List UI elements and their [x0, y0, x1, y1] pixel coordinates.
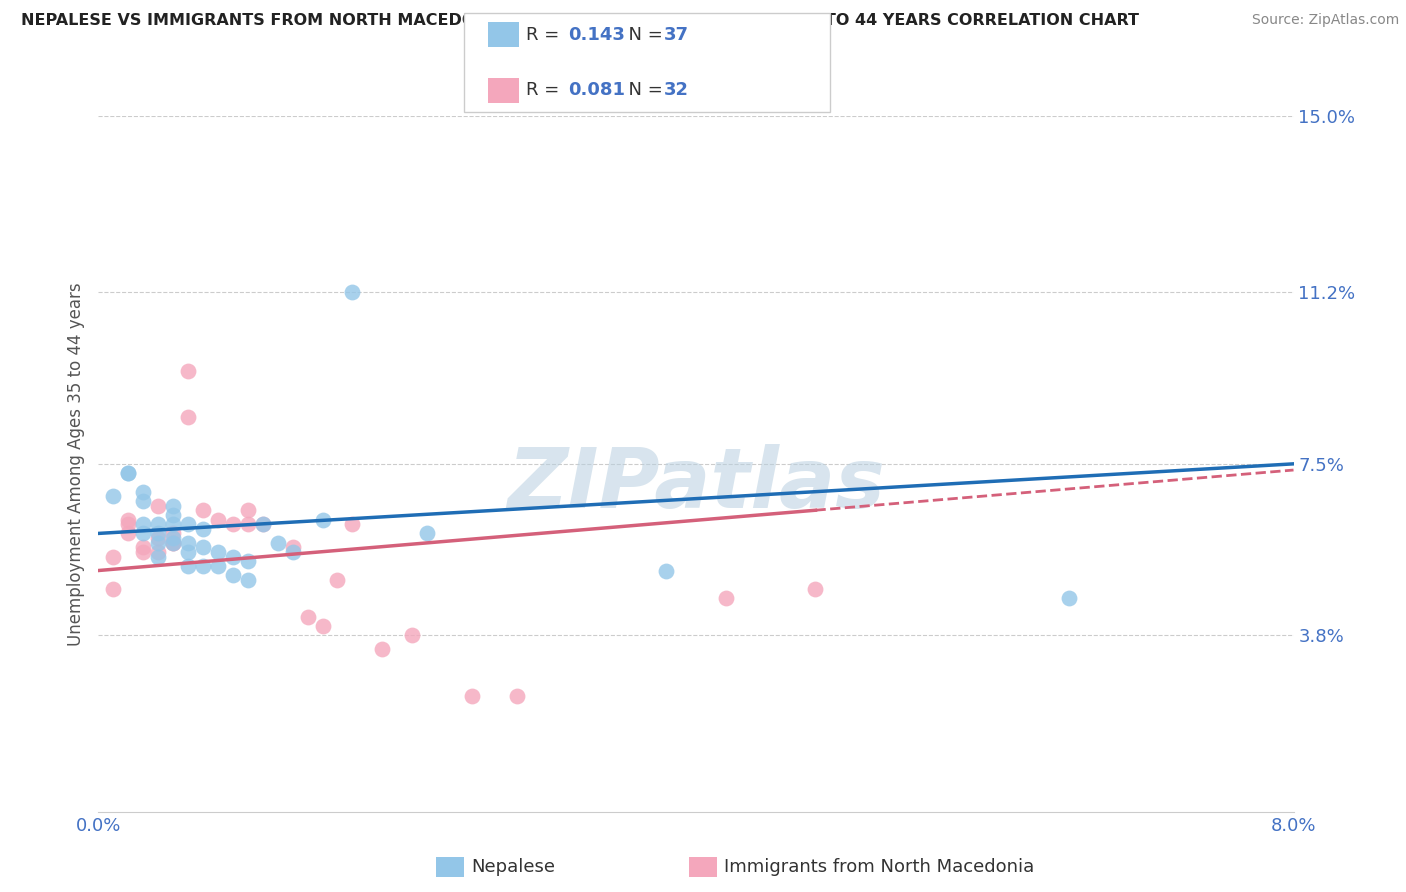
Point — [162, 526, 184, 541]
Point — [191, 541, 214, 555]
Point — [401, 628, 423, 642]
Point — [222, 517, 245, 532]
Point — [311, 619, 333, 633]
Point — [1059, 591, 1081, 606]
Y-axis label: Unemployment Among Ages 35 to 44 years: Unemployment Among Ages 35 to 44 years — [66, 282, 84, 646]
Point — [117, 512, 139, 526]
Point — [342, 517, 364, 532]
Point — [148, 535, 170, 549]
Point — [148, 526, 170, 541]
Text: R =: R = — [526, 81, 565, 99]
Point — [714, 591, 737, 606]
Point — [207, 545, 229, 559]
Point — [222, 568, 245, 582]
Point — [311, 512, 333, 526]
Point — [148, 531, 170, 545]
Point — [297, 610, 319, 624]
Point — [117, 466, 139, 480]
Point — [236, 573, 259, 587]
Point — [162, 517, 184, 532]
Point — [326, 573, 349, 587]
Point — [191, 558, 214, 573]
Point — [132, 494, 155, 508]
Point — [655, 564, 678, 578]
Point — [132, 545, 155, 559]
Point — [117, 526, 139, 541]
Point — [177, 558, 200, 573]
Text: NEPALESE VS IMMIGRANTS FROM NORTH MACEDONIA UNEMPLOYMENT AMONG AGES 35 TO 44 YEA: NEPALESE VS IMMIGRANTS FROM NORTH MACEDO… — [21, 13, 1139, 29]
Text: 37: 37 — [664, 26, 689, 44]
Point — [103, 489, 125, 503]
Point — [252, 517, 274, 532]
Text: 32: 32 — [664, 81, 689, 99]
Point — [148, 545, 170, 559]
Text: Immigrants from North Macedonia: Immigrants from North Macedonia — [724, 858, 1035, 876]
Text: R =: R = — [526, 26, 565, 44]
Point — [177, 545, 200, 559]
Text: N =: N = — [617, 81, 669, 99]
Point — [103, 582, 125, 596]
Point — [342, 285, 364, 300]
Point — [103, 549, 125, 564]
Point — [267, 535, 290, 549]
Point — [177, 410, 200, 425]
Point — [148, 517, 170, 532]
Point — [236, 517, 259, 532]
Point — [117, 517, 139, 532]
Point — [132, 484, 155, 499]
Point — [162, 535, 184, 549]
Point — [207, 512, 229, 526]
Point — [177, 364, 200, 378]
Point — [132, 526, 155, 541]
Point — [236, 554, 259, 568]
Point — [191, 503, 214, 517]
Point — [222, 549, 245, 564]
Text: Nepalese: Nepalese — [471, 858, 555, 876]
Point — [162, 535, 184, 549]
Point — [117, 466, 139, 480]
Point — [162, 499, 184, 513]
Text: ZIPatlas: ZIPatlas — [508, 444, 884, 525]
Point — [461, 689, 484, 703]
Point — [177, 517, 200, 532]
Point — [148, 549, 170, 564]
Point — [281, 541, 304, 555]
Point — [132, 541, 155, 555]
Point — [177, 535, 200, 549]
Point — [162, 531, 184, 545]
Point — [252, 517, 274, 532]
Point — [416, 526, 439, 541]
Point — [281, 545, 304, 559]
Point — [371, 642, 394, 657]
Point — [506, 689, 529, 703]
Point — [207, 558, 229, 573]
Point — [162, 508, 184, 522]
Point — [162, 535, 184, 549]
Point — [132, 517, 155, 532]
Text: N =: N = — [617, 26, 669, 44]
Point — [191, 522, 214, 536]
Text: 0.081: 0.081 — [568, 81, 626, 99]
Point — [148, 499, 170, 513]
Point — [236, 503, 259, 517]
Point — [804, 582, 827, 596]
Text: Source: ZipAtlas.com: Source: ZipAtlas.com — [1251, 13, 1399, 28]
Text: 0.143: 0.143 — [568, 26, 624, 44]
